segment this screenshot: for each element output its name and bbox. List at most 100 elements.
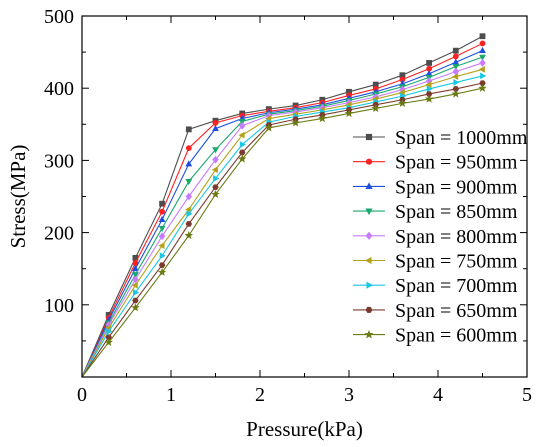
- data-point: [157, 267, 167, 276]
- x-axis-title: Pressure(kPa): [246, 417, 363, 441]
- data-point: [365, 231, 373, 240]
- data-point: [366, 281, 373, 289]
- axes: 0 1 2 3 4 5 100 200 300 400 500: [44, 6, 532, 406]
- series-4: [81, 59, 486, 378]
- y-tick-label: 300: [44, 150, 74, 172]
- data-point: [106, 328, 113, 335]
- data-point: [264, 123, 274, 132]
- data-point: [131, 303, 140, 312]
- series-line: [81, 82, 483, 378]
- data-point: [291, 118, 300, 127]
- legend-label: Span = 650mm: [395, 300, 518, 322]
- data-point: [365, 182, 373, 189]
- data-point: [425, 81, 432, 88]
- data-point: [364, 329, 374, 339]
- legend-item: Span = 950mm: [353, 152, 518, 174]
- data-point: [131, 281, 138, 289]
- data-point: [238, 149, 246, 156]
- data-point: [212, 155, 219, 164]
- x-tick-label: 0: [77, 384, 87, 406]
- legend-item: Span = 1000mm: [353, 127, 528, 149]
- data-point: [479, 40, 486, 47]
- data-point: [365, 306, 373, 313]
- data-point: [425, 91, 433, 97]
- legend-label: Span = 950mm: [395, 152, 518, 174]
- series-line: [81, 50, 483, 378]
- data-point: [318, 114, 327, 123]
- data-point: [451, 89, 461, 98]
- legend-item: Span = 800mm: [353, 226, 518, 248]
- series-line: [81, 42, 483, 378]
- data-point: [452, 73, 459, 81]
- legend-label: Span = 800mm: [395, 226, 518, 248]
- data-point: [185, 145, 192, 152]
- legend-label: Span = 600mm: [395, 325, 518, 347]
- data-point: [159, 200, 165, 207]
- data-point: [158, 262, 166, 268]
- y-tick-label: 400: [44, 78, 74, 100]
- legend-item: Span = 900mm: [353, 176, 518, 198]
- data-point: [452, 47, 459, 54]
- legend-label: Span = 700mm: [395, 275, 518, 297]
- x-tick-label: 2: [255, 384, 265, 406]
- data-point: [426, 60, 432, 66]
- legend-item: Span = 850mm: [353, 201, 518, 223]
- data-point: [365, 158, 373, 165]
- x-tick-label: 3: [344, 384, 354, 406]
- legend-label: Span = 850mm: [395, 201, 518, 223]
- data-point: [158, 242, 165, 249]
- series-line: [81, 62, 483, 378]
- series-line: [81, 56, 483, 378]
- data-point: [212, 124, 219, 132]
- data-point: [186, 210, 193, 218]
- data-point: [185, 178, 193, 186]
- data-point: [452, 64, 460, 71]
- data-point: [211, 166, 218, 174]
- data-point: [365, 208, 373, 216]
- x-tick-label: 1: [166, 384, 176, 406]
- data-point: [159, 208, 165, 215]
- data-point: [426, 85, 433, 93]
- data-point: [452, 53, 459, 60]
- series-line: [81, 87, 483, 378]
- legend-item: Span = 650mm: [353, 300, 518, 322]
- data-point: [424, 94, 434, 103]
- y-tick-label: 100: [44, 295, 74, 317]
- series-line: [81, 35, 483, 378]
- data-point: [398, 98, 407, 107]
- data-point: [212, 184, 219, 190]
- data-point: [344, 108, 354, 118]
- legend-label: Span = 750mm: [395, 251, 518, 273]
- data-point: [132, 272, 139, 279]
- series-1: [81, 40, 486, 378]
- data-point: [159, 252, 166, 260]
- data-point: [132, 264, 139, 272]
- data-point: [452, 86, 460, 92]
- data-point: [479, 54, 486, 61]
- data-point: [478, 83, 487, 92]
- data-point: [478, 66, 485, 73]
- data-point: [132, 275, 139, 284]
- y-axis-title: Stress(MPa): [6, 145, 30, 249]
- data-point: [104, 337, 113, 346]
- data-point: [212, 147, 219, 154]
- data-point: [211, 189, 220, 198]
- legend-label: Span = 1000mm: [395, 127, 528, 149]
- legend-item: Span = 700mm: [353, 275, 518, 297]
- data-point: [158, 232, 166, 241]
- x-tick-label: 5: [522, 384, 532, 406]
- data-point: [184, 231, 194, 240]
- data-point: [238, 131, 245, 139]
- data-point: [133, 289, 140, 296]
- data-point: [185, 160, 193, 167]
- data-point: [239, 141, 246, 148]
- data-point: [479, 59, 486, 67]
- series-line: [81, 68, 483, 378]
- data-point: [185, 221, 193, 227]
- legend-label: Span = 900mm: [395, 176, 518, 198]
- legend-item: Span = 600mm: [353, 325, 518, 347]
- data-point: [185, 206, 192, 213]
- series-8: [81, 83, 487, 378]
